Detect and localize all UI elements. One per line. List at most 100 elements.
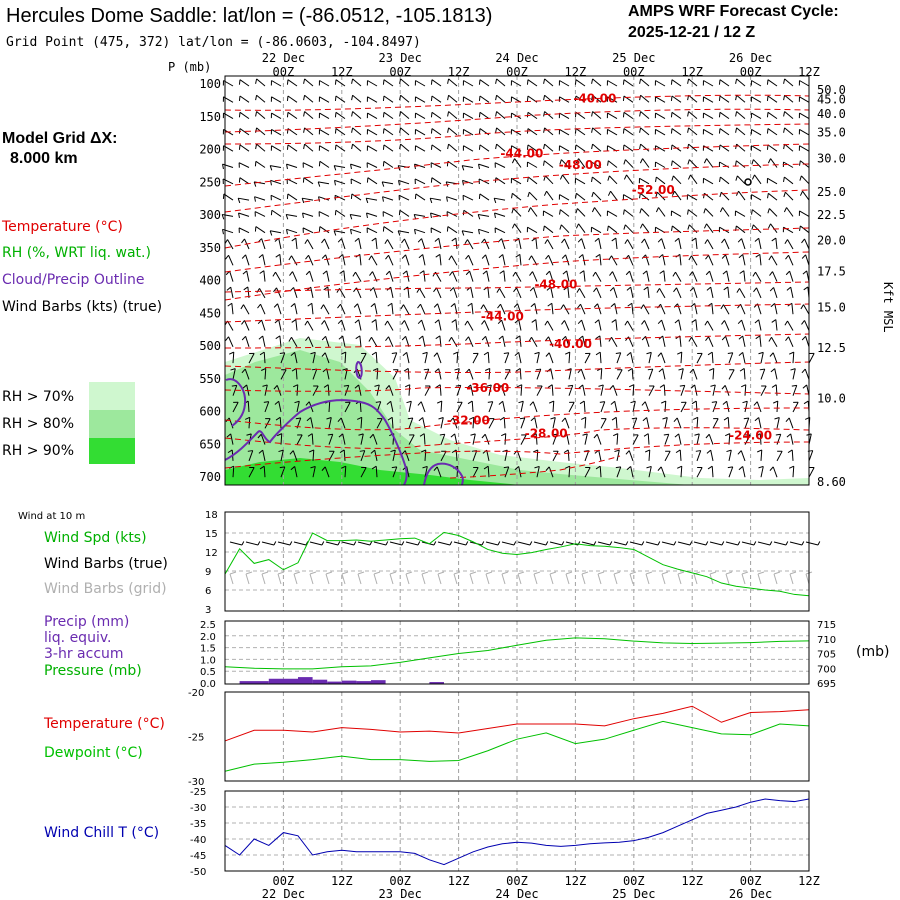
wind-barb-flag [803, 286, 809, 291]
wind-barb [367, 96, 378, 103]
wind-barb-flag [575, 193, 577, 199]
wind-barb-flag [739, 270, 745, 274]
wind-barb-flag [563, 449, 569, 454]
surface-barb-grid [229, 573, 234, 585]
wind-barb [246, 270, 250, 282]
wind-barb-flag [435, 384, 441, 388]
wind-barb [738, 190, 746, 201]
precip-panel-frame [224, 620, 810, 685]
wind-barb [664, 450, 671, 462]
wind-barb-flag [574, 95, 577, 102]
wind-barb [607, 112, 618, 120]
wind-barb-flag [611, 319, 617, 323]
wind-barb [627, 239, 634, 250]
wind-barb-flag [307, 433, 313, 437]
wind-barb-flag [739, 368, 745, 372]
wind-barb-flag [754, 319, 760, 324]
wind-barb [367, 177, 378, 185]
wind-barb-flag [674, 433, 680, 438]
wind-barb-flag [303, 78, 306, 84]
wind-barb [264, 418, 271, 429]
wind-barb-flag [439, 433, 445, 436]
wind-barb-flag [397, 230, 401, 236]
wind-barb-flag [769, 466, 774, 471]
wind-barb-flag [721, 320, 725, 325]
wind-barb [328, 450, 335, 462]
wind-barb [271, 112, 282, 120]
wind-barb [456, 466, 459, 478]
wind-barb-flag [512, 271, 516, 277]
wind-barb [536, 466, 540, 478]
surface-barb-true [501, 541, 515, 546]
wind-barb [544, 111, 554, 119]
wind-barb [696, 433, 700, 445]
wind-barb [451, 337, 458, 348]
wind-barb [784, 111, 794, 119]
wind-barb [562, 174, 570, 185]
wind-barb [592, 111, 602, 119]
surface-barb-grid-flag [789, 571, 797, 575]
height-tick-label: 22.5 [817, 208, 846, 222]
wind-barb [501, 319, 506, 331]
rh-swatch-legend: RH > 70% RH > 80% RH > 90% [2, 382, 135, 464]
wind-barb [680, 368, 684, 380]
wind-barb-flag [241, 335, 246, 341]
wind-barb-flag [417, 319, 422, 325]
wind-barb [229, 270, 234, 282]
surface-barb-grid [437, 573, 442, 585]
wind-barb [693, 287, 698, 299]
pressure-ytick: 700 [817, 664, 836, 675]
wind-barb-flag [770, 368, 776, 373]
wind-barb-flag [279, 466, 285, 469]
wind-barb-flag [222, 229, 224, 235]
wind-barb [655, 161, 666, 168]
wind-barb [559, 194, 570, 201]
wind-barb [719, 128, 730, 136]
wind-barb-flag [498, 254, 504, 259]
wind-barb [344, 385, 350, 396]
wind-barb [360, 450, 366, 462]
wind-barb-flag [400, 304, 404, 310]
wind-barb [388, 336, 394, 348]
wind-barb [494, 227, 506, 234]
wind-barb-flag [381, 181, 385, 187]
wind-barb-flag [639, 78, 642, 84]
precip-gridlines [225, 621, 809, 684]
wind-barb-flag [231, 384, 237, 387]
wind-barb-flag [433, 303, 438, 308]
wind-barb [421, 238, 426, 250]
surface-barb-grid [517, 573, 522, 585]
wind-barb [744, 401, 748, 413]
wind-barb [624, 209, 634, 217]
wind-barb [679, 254, 682, 266]
wind-barb [709, 270, 714, 282]
surface-barb-true-flag [385, 541, 389, 546]
wind-barb [678, 238, 682, 250]
wind-barb [294, 352, 298, 364]
wind-barb-flag [545, 352, 550, 357]
surface-barb-grid [629, 573, 634, 585]
wind-barb-flag [243, 286, 249, 291]
wind-barb [463, 112, 474, 120]
wind-barb [292, 450, 298, 462]
temperature-contour-label: -40.00 [573, 91, 616, 105]
wind-barb [532, 271, 538, 282]
wind-barb [582, 335, 586, 347]
wind-barb [264, 384, 268, 396]
pressure-tick-label: 200 [199, 143, 221, 157]
wind-barb-flag [626, 286, 632, 291]
wind-barb-flag [561, 417, 566, 423]
wind-barb-flag [461, 230, 465, 236]
wind-barb-flag [591, 95, 594, 101]
wind-barb [470, 287, 474, 299]
wind-barb [383, 160, 394, 168]
wind-barb-flag [673, 287, 677, 293]
wind-barb [728, 450, 732, 462]
wind-barb [390, 401, 394, 413]
wind-barb-flag [481, 433, 486, 439]
wind-barb-flag [565, 465, 570, 469]
wind-barb [533, 287, 538, 299]
wind-barb-flag [670, 112, 673, 118]
wind-barb [261, 238, 266, 250]
